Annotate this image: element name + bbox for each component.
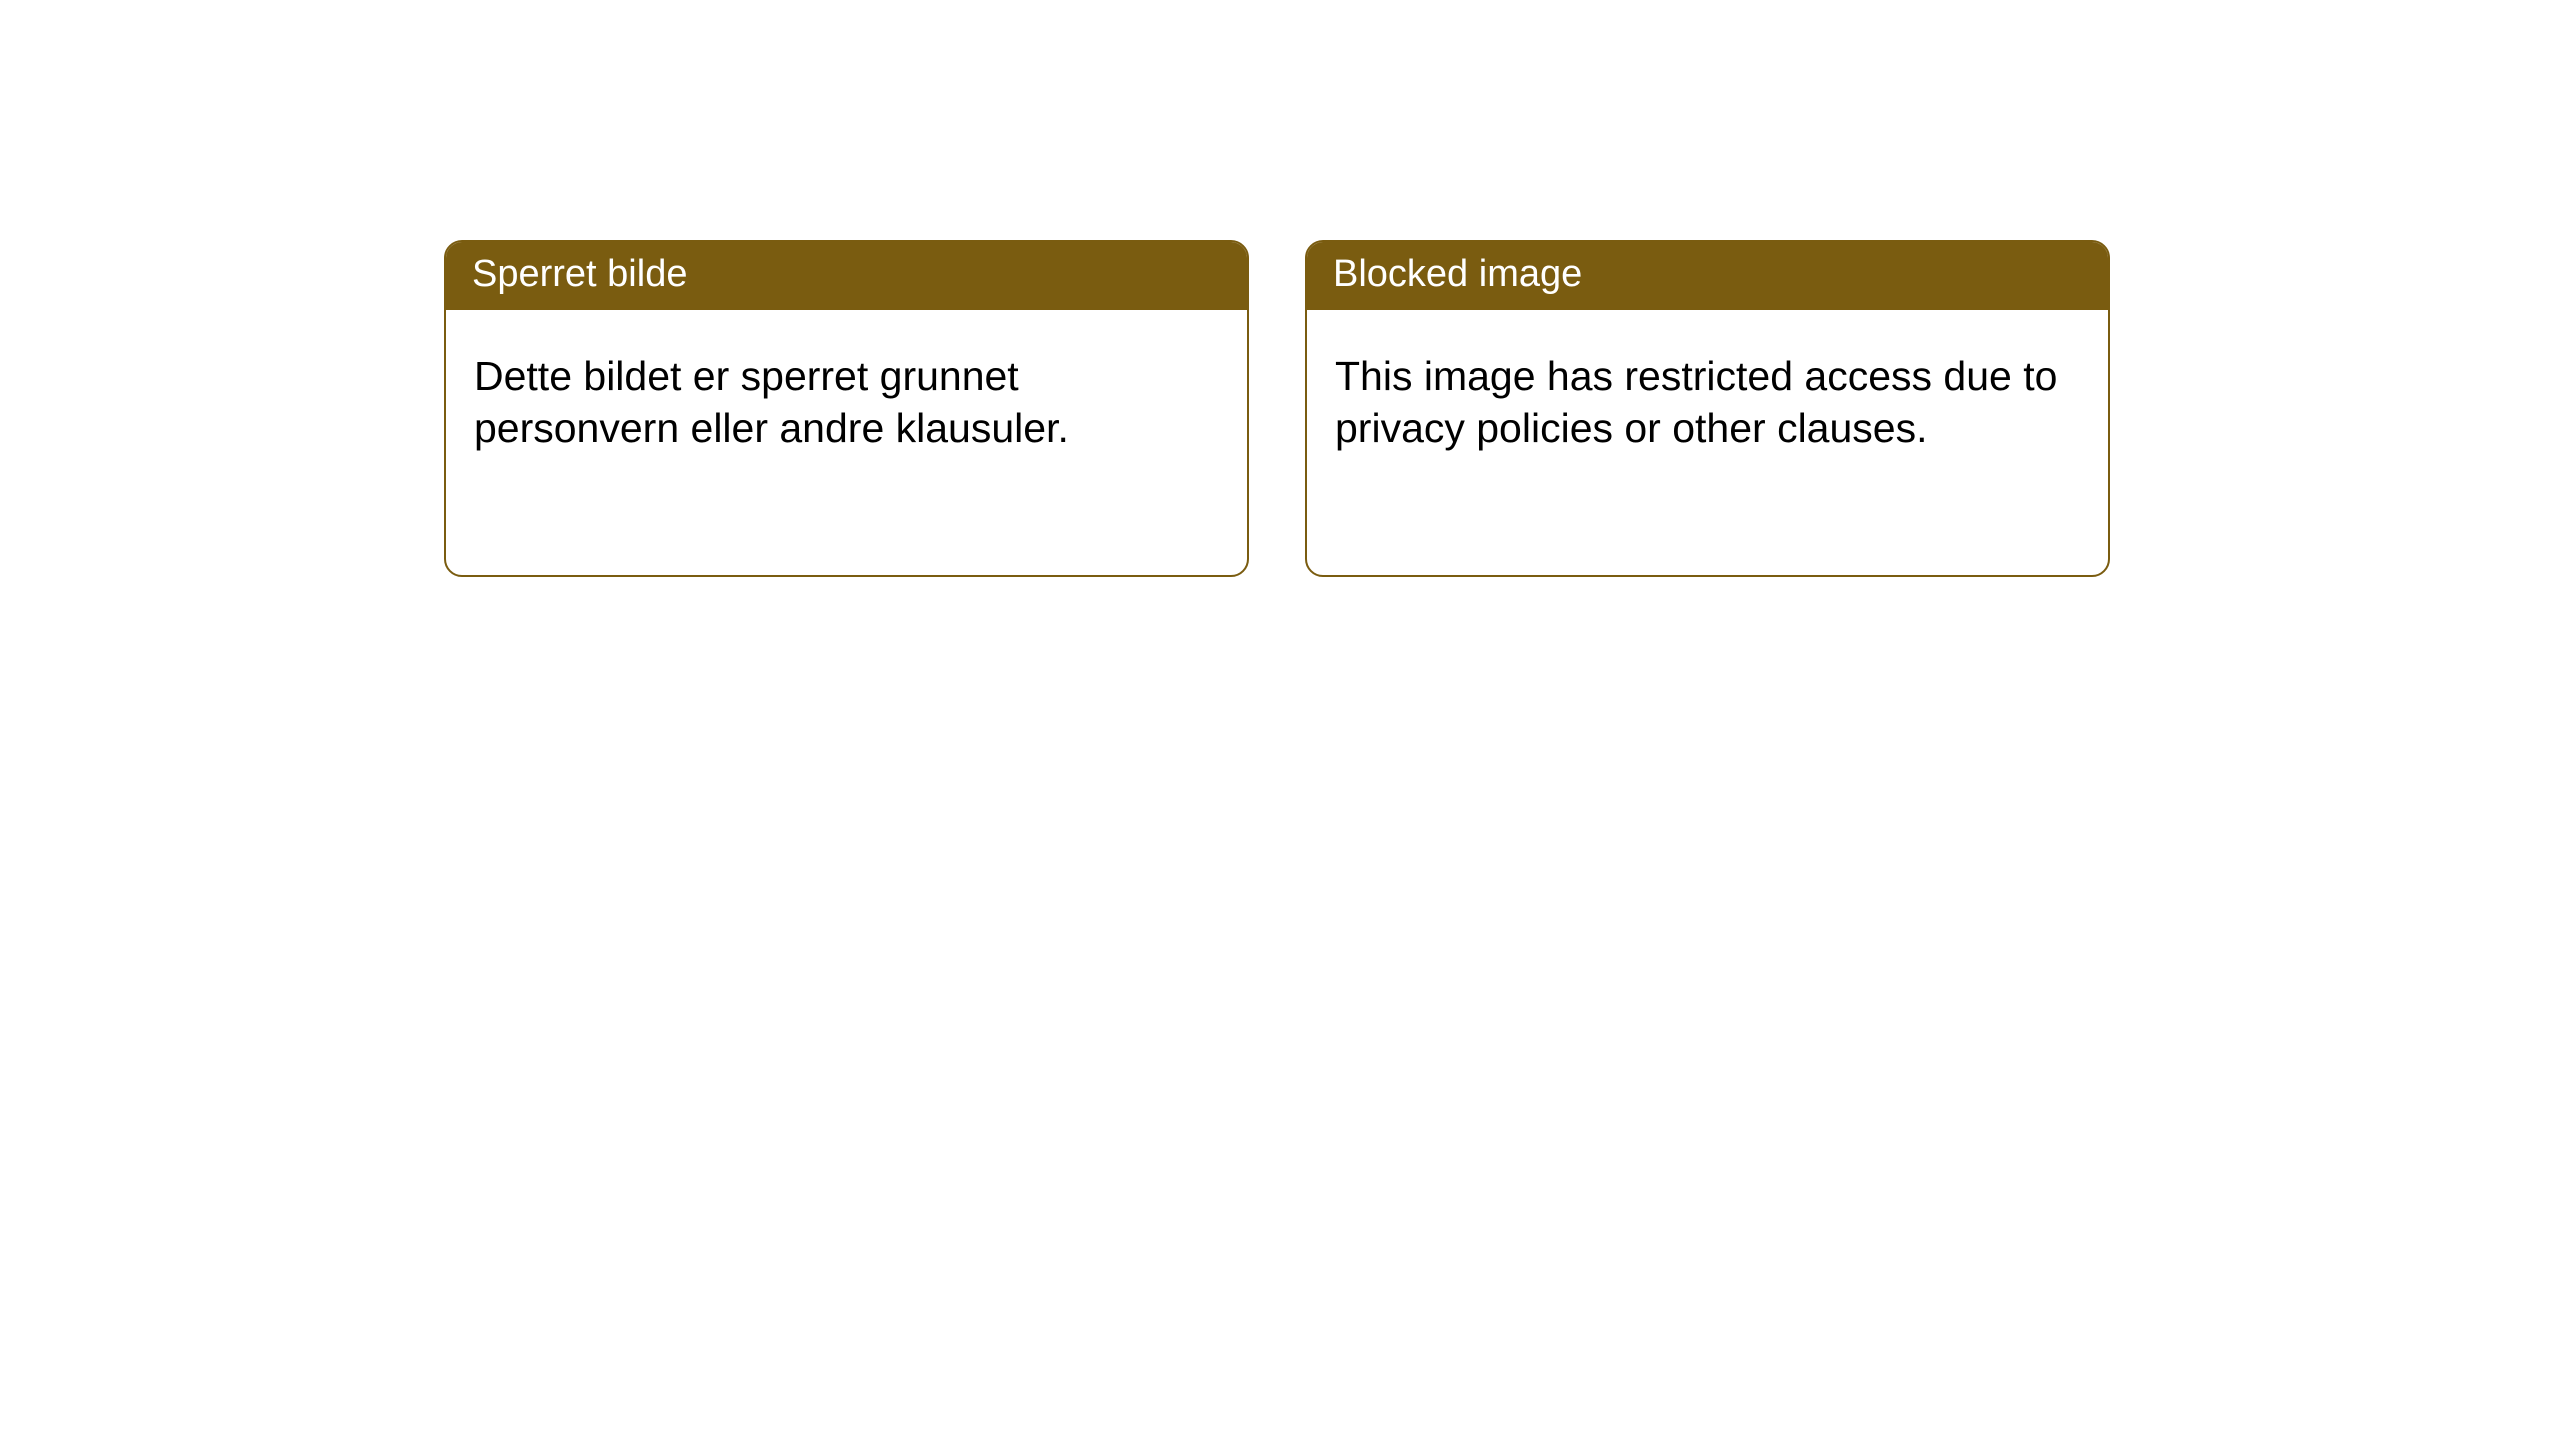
card-body: This image has restricted access due to …: [1307, 310, 2108, 495]
card-body-text: Dette bildet er sperret grunnet personve…: [474, 353, 1069, 451]
blocked-image-card-no: Sperret bilde Dette bildet er sperret gr…: [444, 240, 1249, 577]
card-title: Blocked image: [1333, 253, 1582, 295]
card-header: Sperret bilde: [446, 242, 1247, 310]
card-title: Sperret bilde: [472, 253, 687, 295]
blocked-image-card-en: Blocked image This image has restricted …: [1305, 240, 2110, 577]
card-container: Sperret bilde Dette bildet er sperret gr…: [0, 0, 2560, 577]
card-header: Blocked image: [1307, 242, 2108, 310]
card-body-text: This image has restricted access due to …: [1335, 353, 2057, 451]
card-body: Dette bildet er sperret grunnet personve…: [446, 310, 1247, 495]
